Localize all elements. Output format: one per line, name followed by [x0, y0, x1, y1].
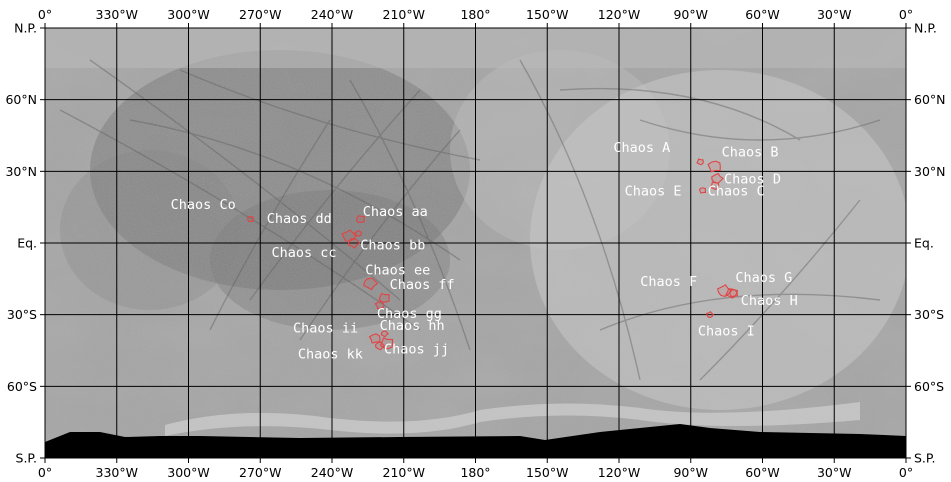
chaos-labels: Chaos Co Chaos dd Chaos cc Chaos aa Chaos bb… [171, 140, 798, 363]
lat-tick-label-left: 60°N [5, 92, 37, 107]
chaos-c-label: Chaos C [708, 183, 765, 199]
graticule [45, 28, 906, 458]
lon-tick-label-bottom: 300°W [167, 465, 209, 480]
chaos-cc-label: Chaos cc [272, 245, 337, 261]
chaos-c-outline[interactable] [698, 187, 707, 194]
lon-tick-label-top: 60°W [745, 7, 780, 22]
lat-tick-label-left: 30°S [7, 307, 37, 322]
chaos-kk-label: Chaos kk [298, 347, 363, 363]
lon-tick-label-top: 90°W [673, 7, 708, 22]
chaos-co-label: Chaos Co [171, 197, 236, 213]
chaos-a-outline[interactable] [696, 158, 704, 166]
lon-tick-label-top: 120°W [598, 7, 640, 22]
axis-ticks: 0° 0° 330°W 330°W 300°W 300°W 270°W 270°W 240°W 2… [5, 7, 945, 480]
lon-tick-label-top: 150°W [526, 7, 568, 22]
lon-tick-label-bottom: 120°W [598, 465, 640, 480]
chaos-e-outline[interactable] [709, 181, 720, 191]
lat-tick-label-right: 30°N [914, 164, 946, 179]
lon-tick-label-bottom: 210°W [383, 465, 425, 480]
lon-tick-label-bottom: 60°W [745, 465, 780, 480]
chaos-b-outline[interactable] [707, 160, 721, 173]
lat-tick-label-right: Eq. [914, 236, 934, 251]
lon-tick-label-top: 30°W [817, 7, 852, 22]
chaos-bb-outline[interactable] [354, 229, 363, 237]
lon-tick-label-top: 210°W [383, 7, 425, 22]
chaos-aa-label: Chaos aa [363, 204, 428, 220]
chaos-h-label: Chaos H [741, 293, 798, 309]
lon-tick-label-top: 300°W [167, 7, 209, 22]
lat-tick-label-right: 60°N [914, 92, 946, 107]
chaos-ee-outline[interactable] [363, 277, 379, 291]
lat-tick-label-left: 30°N [5, 164, 37, 179]
lat-tick-label-left: 60°S [7, 379, 37, 394]
lon-tick-label-bottom: 150°W [526, 465, 568, 480]
lat-tick-label-right: 60°S [914, 379, 944, 394]
lon-tick-label-bottom: 30°W [817, 465, 852, 480]
lon-tick-label-bottom: 0° [899, 465, 913, 480]
lon-tick-label-top: 330°W [96, 7, 138, 22]
chaos-dd-label: Chaos dd [267, 211, 332, 227]
lon-tick-label-top: 270°W [239, 7, 281, 22]
chaos-outlines [247, 158, 739, 351]
chaos-i-outline[interactable] [705, 310, 715, 318]
chaos-ii-label: Chaos ii [293, 321, 358, 337]
chaos-gg-label: Chaos gg [377, 306, 442, 322]
chaos-ff-outline[interactable] [378, 292, 390, 303]
chaos-kk-outline[interactable] [375, 341, 386, 351]
lon-tick-label-top: 0° [38, 7, 52, 22]
lon-tick-label-top: 0° [899, 7, 913, 22]
lat-tick-label-right: N.P. [914, 21, 937, 36]
chaos-ff-label: Chaos ff [390, 277, 455, 293]
chaos-jj-label: Chaos jj [384, 341, 449, 357]
chaos-co-outline[interactable] [247, 216, 255, 223]
chaos-aa-outline[interactable] [356, 215, 366, 223]
lat-tick-label-right: 30°S [914, 307, 944, 322]
lon-tick-label-bottom: 0° [38, 465, 52, 480]
lon-tick-label-bottom: 180° [460, 465, 490, 480]
chaos-bb-label: Chaos bb [360, 237, 425, 253]
lat-tick-label-left: S.P. [16, 451, 37, 466]
chaos-e-label: Chaos E [625, 184, 682, 200]
chaos-d-outline[interactable] [711, 172, 724, 184]
lon-tick-label-top: 180° [460, 7, 490, 22]
lon-tick-label-top: 240°W [311, 7, 353, 22]
chaos-hh-label: Chaos hh [380, 318, 445, 334]
lon-tick-label-bottom: 330°W [96, 465, 138, 480]
chaos-f-label: Chaos F [640, 274, 697, 290]
chaos-ee-label: Chaos ee [365, 263, 430, 279]
chaos-i-label: Chaos I [698, 324, 755, 340]
lat-tick-label-right: S.P. [914, 451, 935, 466]
chaos-a-label: Chaos A [613, 140, 670, 156]
chaos-gg-outline[interactable] [374, 300, 385, 310]
chaos-b-label: Chaos B [722, 145, 779, 161]
lat-tick-label-left: N.P. [14, 21, 37, 36]
lon-tick-label-bottom: 240°W [311, 465, 353, 480]
chaos-cc-outline[interactable] [347, 237, 361, 249]
lon-tick-label-bottom: 270°W [239, 465, 281, 480]
lat-tick-label-left: Eq. [17, 236, 37, 251]
chaos-ii-outline[interactable] [368, 333, 381, 344]
chaos-hh-outline[interactable] [380, 330, 390, 338]
chaos-h-outline[interactable] [729, 289, 739, 298]
lon-tick-label-bottom: 90°W [673, 465, 708, 480]
chaos-g-label: Chaos G [735, 270, 792, 286]
chaos-d-label: Chaos D [724, 172, 781, 188]
